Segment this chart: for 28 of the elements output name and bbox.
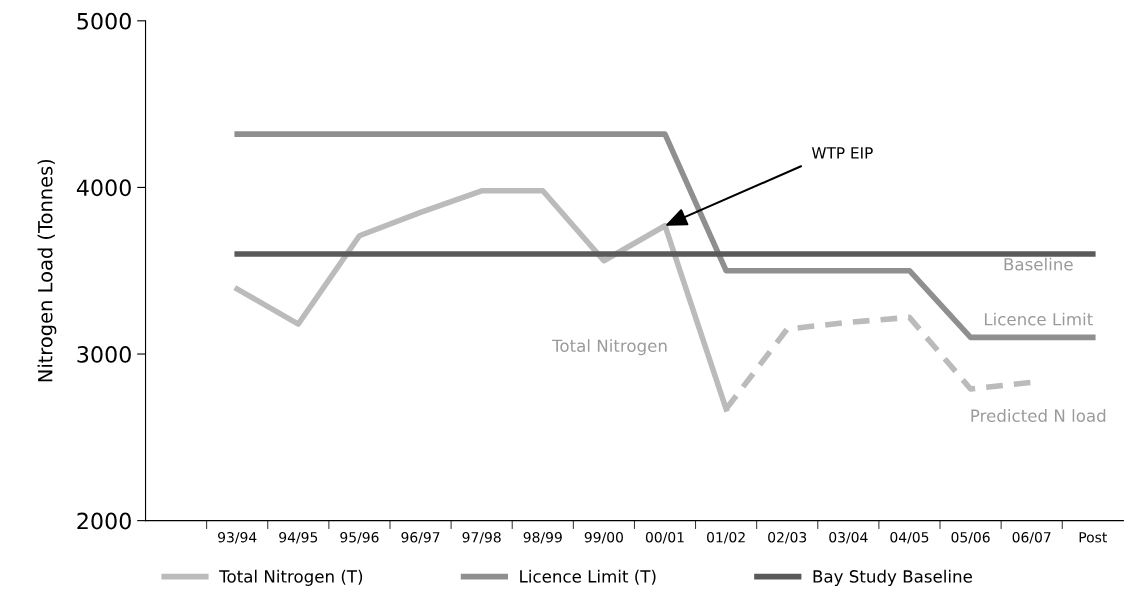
x-tick-label: 93/94 (218, 531, 257, 544)
x-tick-label: 96/97 (401, 531, 440, 544)
y-tick-label: 5000 (77, 12, 131, 30)
legend-label: Total Nitrogen (T) (219, 569, 363, 586)
annotation: Licence Limit (984, 312, 1093, 326)
x-tick-label: 94/95 (279, 531, 318, 544)
x-tick-label: Post (1079, 532, 1107, 543)
y-tick-label: 4000 (76, 179, 131, 197)
x-tick-label: 97/98 (462, 531, 501, 544)
x-tick-label: 01/02 (707, 531, 745, 544)
x-tick-label: 98/99 (523, 531, 562, 544)
legend-label: Bay Study Baseline (813, 569, 972, 586)
x-tick-label: 05/06 (951, 531, 990, 544)
x-tick-label: 04/05 (890, 531, 929, 544)
annotation: WTP EIP (811, 147, 873, 159)
x-tick-label: 06/07 (1012, 531, 1051, 544)
annotation: Total Nitrogen (551, 339, 667, 356)
annotation: Baseline (1004, 257, 1073, 271)
x-tick-label: 02/03 (768, 531, 807, 544)
x-tick-label: 03/04 (829, 531, 868, 544)
y-tick-label: 3000 (77, 345, 131, 363)
legend-label: Licence Limit (T) (520, 569, 656, 585)
y-axis-title: Nitrogen Load (Tonnes) (37, 159, 57, 382)
y-tick-label: 2000 (77, 512, 131, 530)
x-tick-label: 00/01 (645, 531, 684, 544)
x-tick-label: 95/96 (340, 531, 379, 544)
annotation: Predicted N load (971, 409, 1106, 422)
x-tick-label: 99/00 (584, 531, 623, 544)
